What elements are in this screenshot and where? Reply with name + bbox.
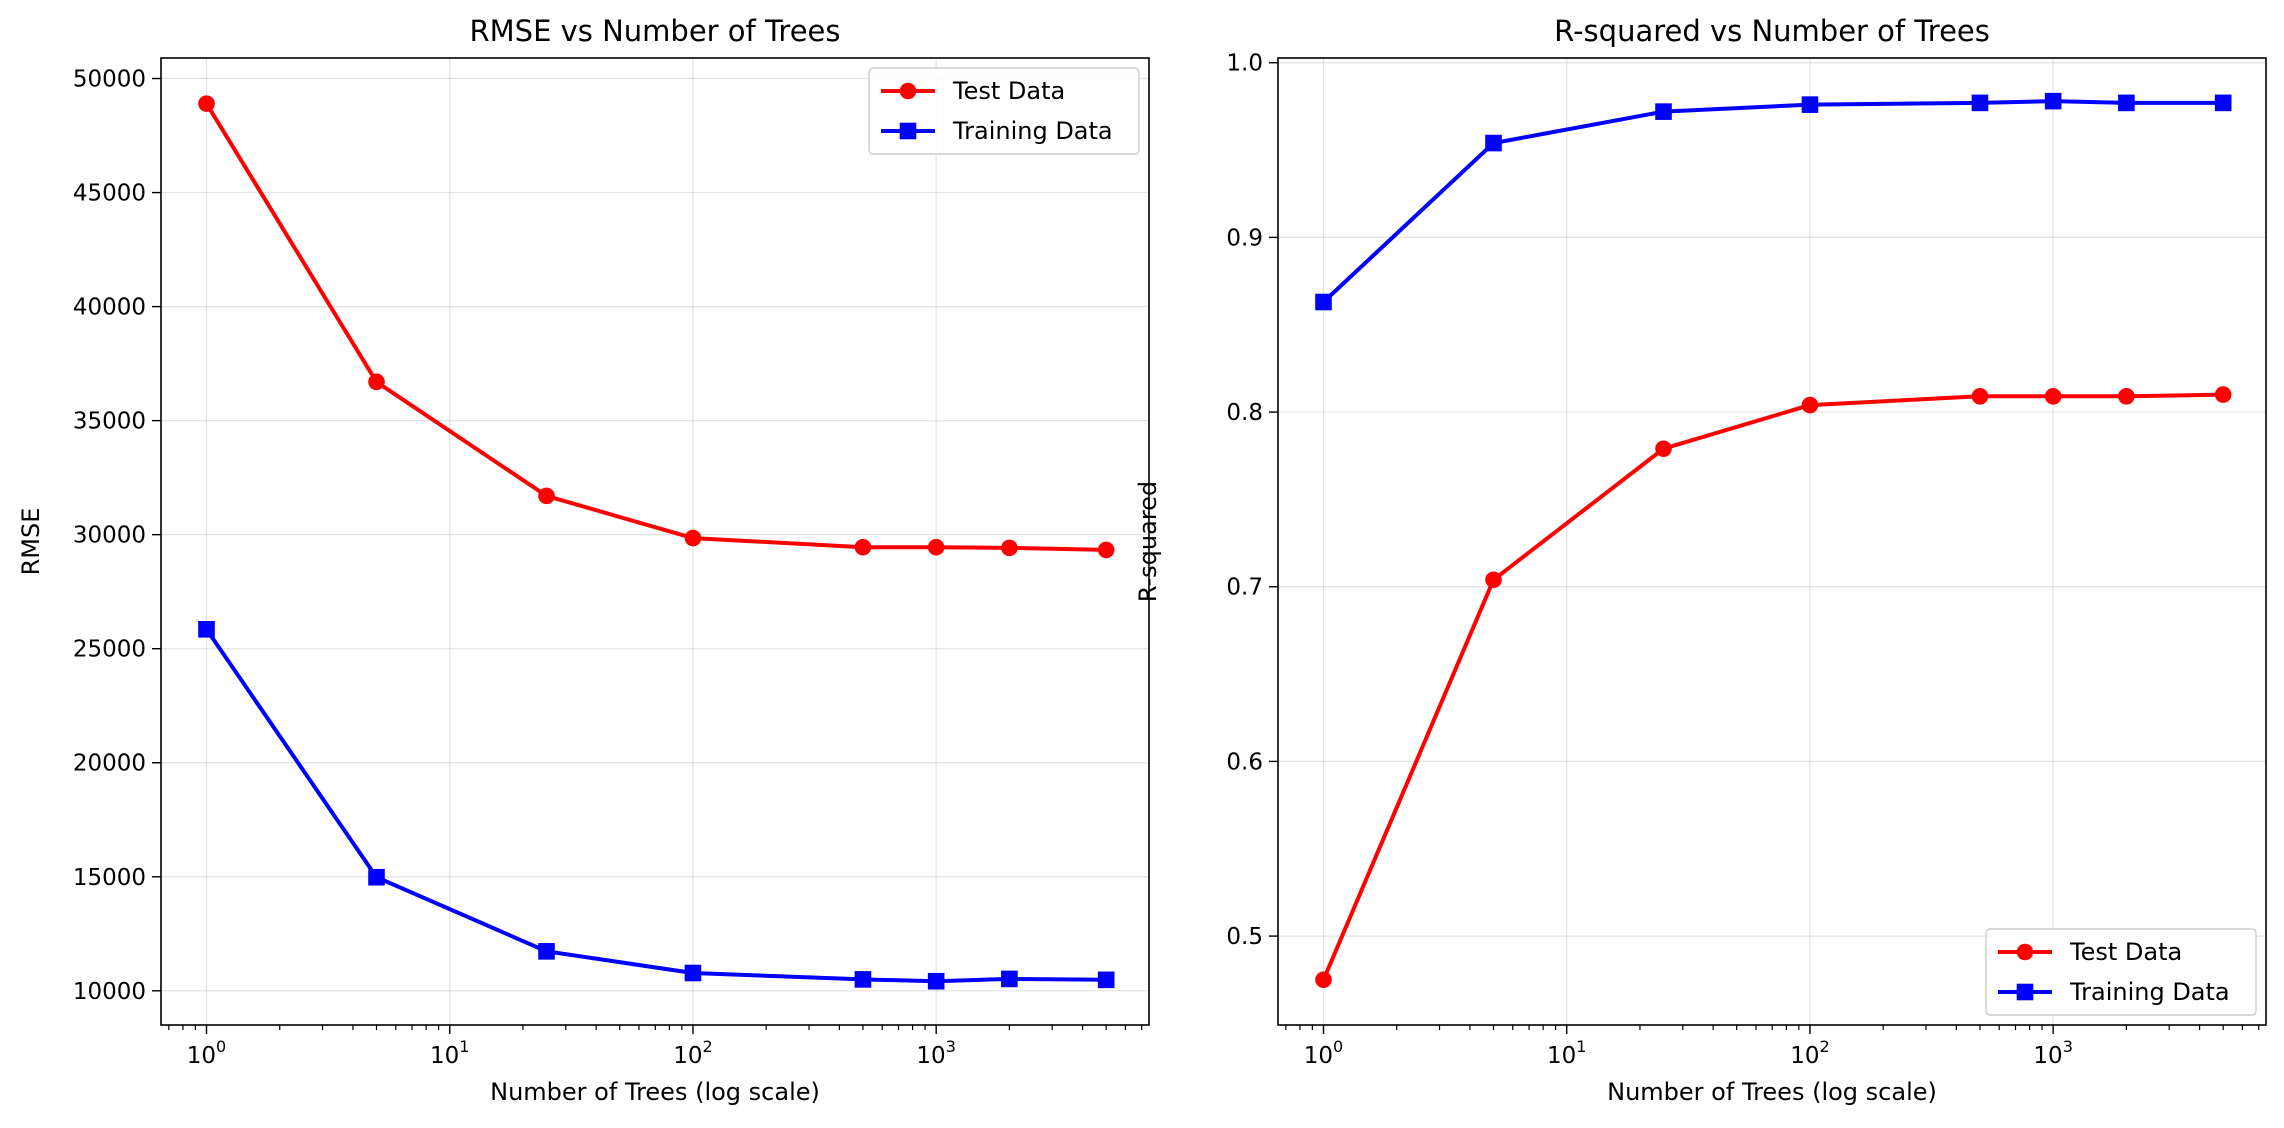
data-point bbox=[1315, 293, 1332, 311]
data-point bbox=[368, 868, 385, 886]
legend-marker bbox=[899, 122, 917, 140]
x-tick-label: 102 bbox=[1790, 1037, 1829, 1069]
data-point bbox=[538, 487, 555, 505]
chart-title: R-squared vs Number of Trees bbox=[1554, 14, 1990, 48]
data-point bbox=[538, 943, 555, 960]
data-point bbox=[1097, 971, 1115, 989]
data-point bbox=[1485, 134, 1502, 152]
y-axis-label: R-squared bbox=[1134, 481, 1162, 602]
y-tick-label: 45000 bbox=[73, 181, 146, 207]
axes-frame bbox=[160, 57, 1150, 1026]
data-point bbox=[1001, 970, 1018, 988]
y-tick-label: 1.0 bbox=[1226, 51, 1263, 77]
y-tick-label: 25000 bbox=[73, 637, 146, 663]
data-point bbox=[368, 373, 385, 391]
x-tick-label: 101 bbox=[430, 1037, 469, 1069]
x-tick-exponent: 3 bbox=[2063, 1037, 2073, 1056]
x-tick-base: 10 bbox=[1547, 1043, 1576, 1069]
x-axis-label: Number of Trees (log scale) bbox=[490, 1078, 820, 1106]
y-tick-label: 50000 bbox=[73, 67, 146, 93]
x-tick-label: 101 bbox=[1547, 1037, 1586, 1069]
x-tick-base: 10 bbox=[916, 1043, 945, 1069]
y-tick-label: 0.6 bbox=[1226, 749, 1263, 775]
x-tick-exponent: 2 bbox=[1819, 1037, 1829, 1056]
x-tick-exponent: 0 bbox=[1333, 1037, 1343, 1056]
data-point bbox=[684, 964, 702, 982]
x-tick-base: 10 bbox=[673, 1043, 702, 1069]
legend-box bbox=[1985, 928, 2257, 1016]
data-point bbox=[854, 538, 872, 556]
y-tick-label: 15000 bbox=[73, 865, 146, 891]
data-point bbox=[2118, 94, 2135, 112]
data-point bbox=[1801, 96, 1819, 113]
data-point bbox=[198, 95, 215, 112]
y-tick-label: 0.7 bbox=[1226, 575, 1263, 601]
data-point bbox=[1001, 539, 1018, 557]
series-line-1 bbox=[204, 101, 1109, 552]
legend-marker bbox=[899, 82, 917, 100]
data-point bbox=[2214, 94, 2232, 112]
x-tick-base: 10 bbox=[2033, 1043, 2062, 1069]
data-point bbox=[2044, 388, 2062, 405]
series-line-2 bbox=[204, 627, 1109, 984]
legend: Test Data Training Data bbox=[1985, 928, 2257, 1016]
series-line-1 bbox=[1321, 392, 2226, 982]
x-tick-base: 10 bbox=[430, 1043, 459, 1069]
y-tick-label: 0.5 bbox=[1226, 924, 1263, 950]
x-tick-label: 103 bbox=[916, 1037, 955, 1069]
y-tick-label: 35000 bbox=[73, 409, 146, 435]
x-tick-exponent: 1 bbox=[459, 1037, 469, 1056]
y-tick-label: 40000 bbox=[73, 295, 146, 321]
x-tick-base: 10 bbox=[187, 1043, 216, 1069]
data-point bbox=[1315, 971, 1332, 989]
x-tick-exponent: 0 bbox=[216, 1037, 226, 1056]
y-tick-label: 0.8 bbox=[1226, 400, 1263, 426]
legend-label: Training Data bbox=[952, 117, 1113, 145]
x-tick-exponent: 3 bbox=[946, 1037, 956, 1056]
data-point bbox=[1655, 103, 1672, 120]
y-tick-label: 20000 bbox=[73, 751, 146, 777]
data-point bbox=[2118, 388, 2135, 405]
data-point bbox=[1655, 440, 1672, 458]
legend-marker bbox=[2016, 983, 2034, 1001]
y-tick-label: 0.9 bbox=[1226, 225, 1263, 251]
legend-label: Test Data bbox=[952, 77, 1065, 105]
legend: Test Data Training Data bbox=[868, 67, 1140, 155]
x-tick-base: 10 bbox=[1790, 1043, 1819, 1069]
chart-panel-2: 100 101 102 1030.50.60.70.80.91.0R-squared … bbox=[1134, 14, 2267, 1106]
data-point bbox=[1971, 94, 1989, 112]
x-tick-exponent: 1 bbox=[1576, 1037, 1586, 1056]
x-tick-label: 100 bbox=[187, 1037, 226, 1069]
x-axis-label: Number of Trees (log scale) bbox=[1607, 1078, 1937, 1106]
y-tick-label: 10000 bbox=[73, 979, 146, 1005]
series-line-2 bbox=[1321, 99, 2226, 304]
data-point bbox=[2214, 386, 2232, 403]
x-tick-label: 103 bbox=[2033, 1037, 2072, 1069]
y-tick-label: 30000 bbox=[73, 523, 146, 549]
x-tick-exponent: 2 bbox=[702, 1037, 712, 1056]
data-point bbox=[198, 621, 215, 638]
data-point bbox=[854, 971, 872, 988]
axes-frame bbox=[1277, 57, 2267, 1026]
data-point bbox=[1801, 396, 1819, 414]
y-axis-label: RMSE bbox=[17, 508, 45, 576]
x-tick-label: 100 bbox=[1304, 1037, 1343, 1069]
legend-marker bbox=[2016, 943, 2034, 961]
x-tick-base: 10 bbox=[1304, 1043, 1333, 1069]
data-point bbox=[927, 972, 945, 990]
legend-label: Test Data bbox=[2069, 938, 2182, 966]
data-point bbox=[1485, 571, 1502, 589]
chart-title: RMSE vs Number of Trees bbox=[469, 14, 840, 48]
legend-box bbox=[868, 67, 1140, 155]
data-point bbox=[1971, 388, 1989, 405]
data-point bbox=[684, 529, 702, 547]
chart-panel-1: 100 101 102 1031000015000200002500030000350… bbox=[17, 14, 1150, 1106]
data-point bbox=[1097, 541, 1115, 559]
x-tick-label: 102 bbox=[673, 1037, 712, 1069]
data-point bbox=[2044, 92, 2062, 110]
legend-label: Training Data bbox=[2069, 978, 2230, 1006]
data-point bbox=[927, 538, 945, 556]
